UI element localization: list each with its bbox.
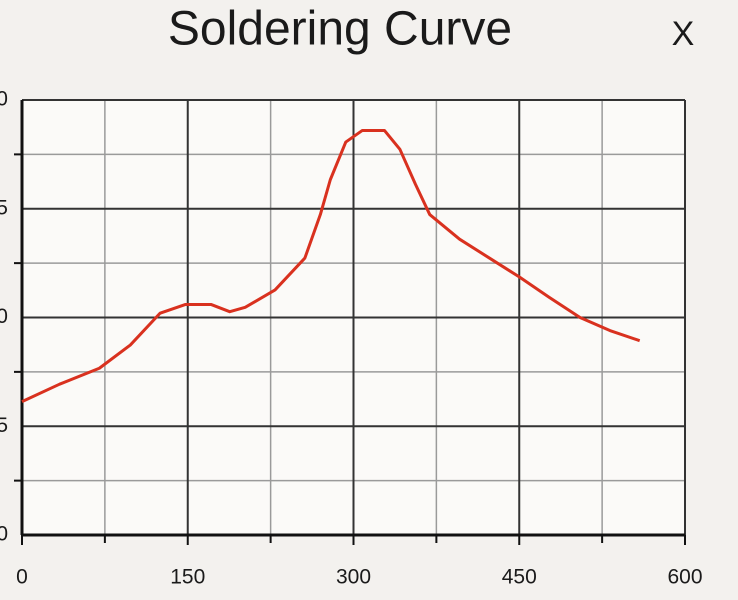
x-tick-label: 0 [16,566,28,589]
curve [21,128,641,403]
x-tick-label: 150 [170,566,205,589]
y-tick-label: 75 [0,414,8,437]
x-tick-label: 600 [667,566,702,589]
y-tick-label: 0 [0,523,8,546]
x-tick-label: 300 [336,566,371,589]
close-button[interactable]: X [672,15,695,53]
y-tick-label: 225 [0,196,8,219]
chart-title: Soldering Curve [168,3,512,56]
y-tick-label: 150 [0,305,8,328]
y-tick-label: 300 [0,88,8,111]
x-tick-label: 450 [502,566,537,589]
